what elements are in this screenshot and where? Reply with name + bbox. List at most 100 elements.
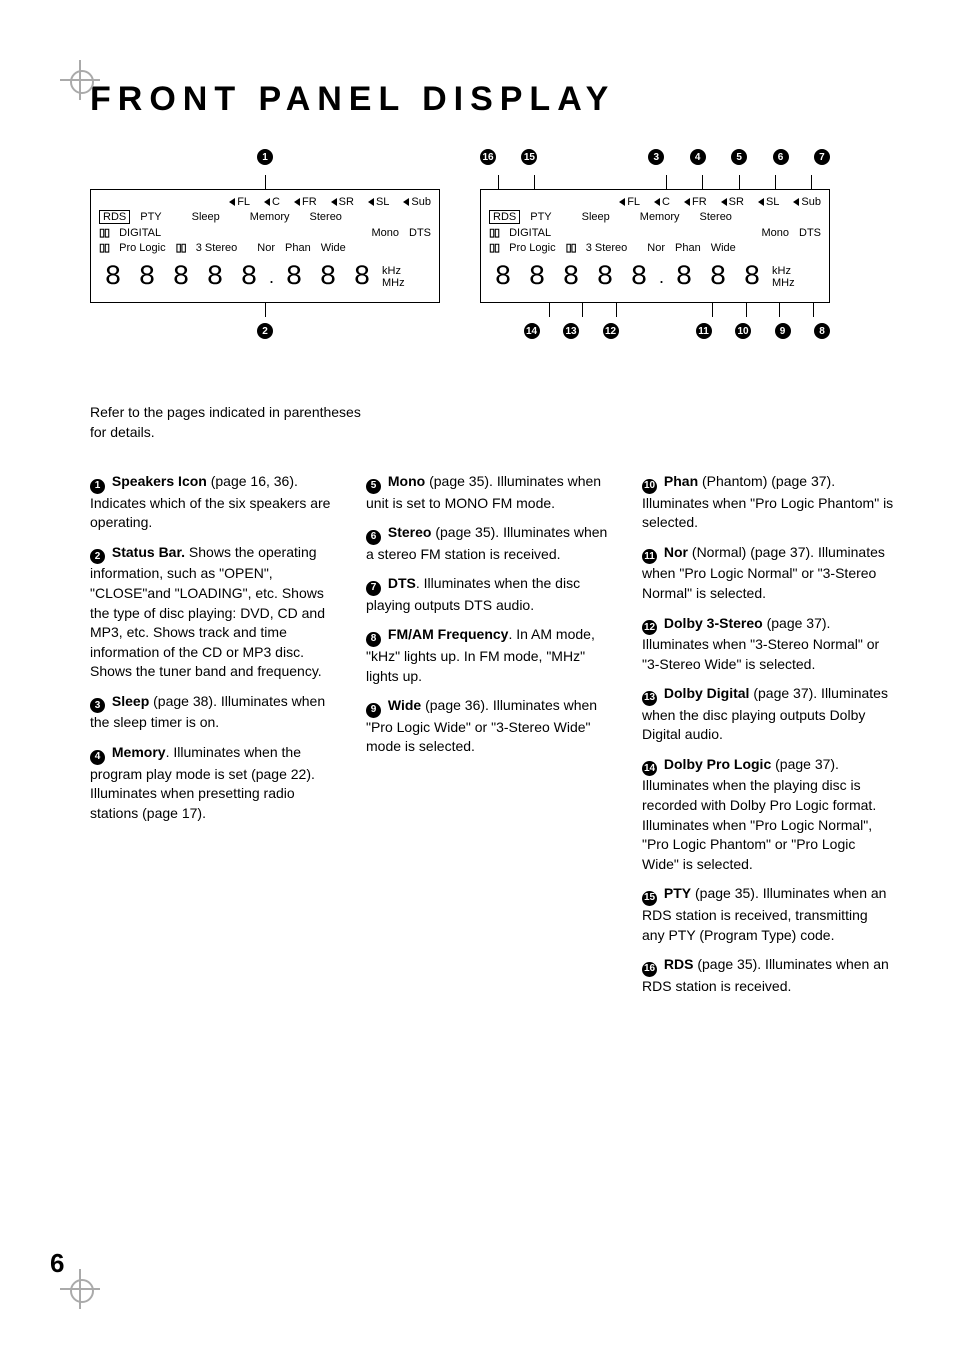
spk-fr: FR [302,196,317,208]
legend-term: Sleep [112,693,149,709]
legend-columns: 1 Speakers Icon (page 16, 36). Indicates… [90,472,894,1006]
legend-item: 6 Stereo (page 35). Illuminates when a s… [366,523,618,564]
legend-term: Status Bar. [112,544,185,560]
callout-2: 2 [257,323,273,339]
legend-number-icon: 14 [642,761,657,776]
legend-term: DTS [388,575,416,591]
memory-indicator: Memory [250,211,290,223]
dolby-icon: ▯▯ [99,241,109,254]
pty-indicator: PTY [140,211,161,223]
legend-item: 7 DTS. Illuminates when the disc playing… [366,574,618,615]
callout-4: 4 [690,149,706,165]
khz-indicator: kHz [382,265,405,277]
speaker-icon [294,198,300,206]
page: FRONT PANEL DISPLAY 1 FL C FR SR SL Sub … [0,0,954,1349]
legend-item: 14 Dolby Pro Logic (page 37). Illuminate… [642,755,894,874]
legend-number-icon: 4 [90,750,105,765]
legend-term: Nor [664,544,688,560]
callout-15: 15 [521,149,537,165]
callout-11: 11 [696,323,712,339]
3stereo-indicator: 3 Stereo [196,242,238,254]
nor-indicator: Nor [257,242,275,254]
callout-5: 5 [731,149,747,165]
legend-number-icon: 10 [642,479,657,494]
lcd-panel-1: FL C FR SR SL Sub RDS PTY Sleep Memory S… [90,189,440,303]
dolby-icon: ▯▯ [99,226,109,239]
dts-indicator: DTS [409,227,431,239]
display-panel-left: 1 FL C FR SR SL Sub RDS PTY Sleep Memory… [90,149,440,343]
legend-number-icon: 12 [642,620,657,635]
legend-number-icon: 8 [366,632,381,647]
legend-col-3: 10 Phan (Phantom) (page 37). Illuminates… [642,472,894,1006]
legend-item: 1 Speakers Icon (page 16, 36). Indicates… [90,472,342,533]
speaker-icon [331,198,337,206]
legend-term: Dolby Pro Logic [664,756,771,772]
legend-term: Wide [388,697,421,713]
stereo-indicator: Stereo [310,211,342,223]
display-diagrams: 1 FL C FR SR SL Sub RDS PTY Sleep Memory… [90,149,894,343]
legend-desc: (page 37). Illuminates when the playing … [642,756,876,872]
callout-7: 7 [814,149,830,165]
callout-1: 1 [257,149,273,165]
legend-term: PTY [664,885,691,901]
rds-indicator: RDS [99,210,130,224]
speaker-icon [368,198,374,206]
legend-item: 10 Phan (Phantom) (page 37). Illuminates… [642,472,894,533]
dolby-icon: ▯▯ [176,241,186,254]
digital-indicator: DIGITAL [119,227,161,239]
legend-col-2: 5 Mono (page 35). Illuminates when unit … [366,472,618,1006]
legend-item: 8 FM/AM Frequency. In AM mode, "kHz" lig… [366,625,618,686]
callout-16: 16 [480,149,496,165]
legend-term: Phan [664,473,698,489]
legend-item: 9 Wide (page 36). Illuminates when "Pro … [366,696,618,757]
lcd-panel-2: FL C FR SR SL Sub RDS PTY Sleep Memory S… [480,189,830,303]
legend-number-icon: 6 [366,530,381,545]
segment-display: 8888 8.888 kHz MHz [99,260,431,294]
speaker-icon [229,198,235,206]
legend-term: Mono [388,473,425,489]
callout-9: 9 [775,323,791,339]
legend-number-icon: 2 [90,549,105,564]
phan-indicator: Phan [285,242,311,254]
legend-item: 4 Memory. Illuminates when the program p… [90,743,342,823]
legend-item: 12 Dolby 3-Stereo (page 37). Illuminates… [642,614,894,675]
callout-3: 3 [648,149,664,165]
legend-item: 11 Nor (Normal) (page 37). Illuminates w… [642,543,894,604]
spk-sub: Sub [411,196,431,208]
mhz-indicator: MHz [382,277,405,289]
display-panel-right: 16 15 3 4 5 6 7 FL C FR SR SL [480,149,830,343]
legend-col-1: 1 Speakers Icon (page 16, 36). Indicates… [90,472,342,1006]
legend-number-icon: 1 [90,479,105,494]
legend-number-icon: 13 [642,691,657,706]
registration-mark-icon [60,60,100,100]
speaker-icon [264,198,270,206]
legend-number-icon: 5 [366,479,381,494]
callout-6: 6 [773,149,789,165]
legend-term: RDS [664,956,694,972]
wide-indicator: Wide [321,242,346,254]
spk-sr: SR [339,196,354,208]
legend-term: FM/AM Frequency [388,626,509,642]
legend-number-icon: 7 [366,581,381,596]
legend-term: Dolby 3-Stereo [664,615,763,631]
callout-14: 14 [524,323,540,339]
legend-number-icon: 9 [366,703,381,718]
legend-number-icon: 3 [90,698,105,713]
callout-13: 13 [563,323,579,339]
legend-term: Memory [112,744,166,760]
legend-term: Speakers Icon [112,473,207,489]
legend-item: 2 Status Bar. Shows the operating inform… [90,543,342,682]
speaker-icon [403,198,409,206]
intro-text: Refer to the pages indicated in parenthe… [90,403,370,442]
callout-8: 8 [814,323,830,339]
legend-item: 13 Dolby Digital (page 37). Illuminates … [642,684,894,745]
spk-sl: SL [376,196,389,208]
spk-c: C [272,196,280,208]
legend-number-icon: 16 [642,962,657,977]
legend-term: Dolby Digital [664,685,750,701]
callout-10: 10 [735,323,751,339]
legend-item: 15 PTY (page 35). Illuminates when an RD… [642,884,894,945]
legend-item: 3 Sleep (page 38). Illuminates when the … [90,692,342,733]
legend-item: 5 Mono (page 35). Illuminates when unit … [366,472,618,513]
page-title: FRONT PANEL DISPLAY [90,80,894,119]
